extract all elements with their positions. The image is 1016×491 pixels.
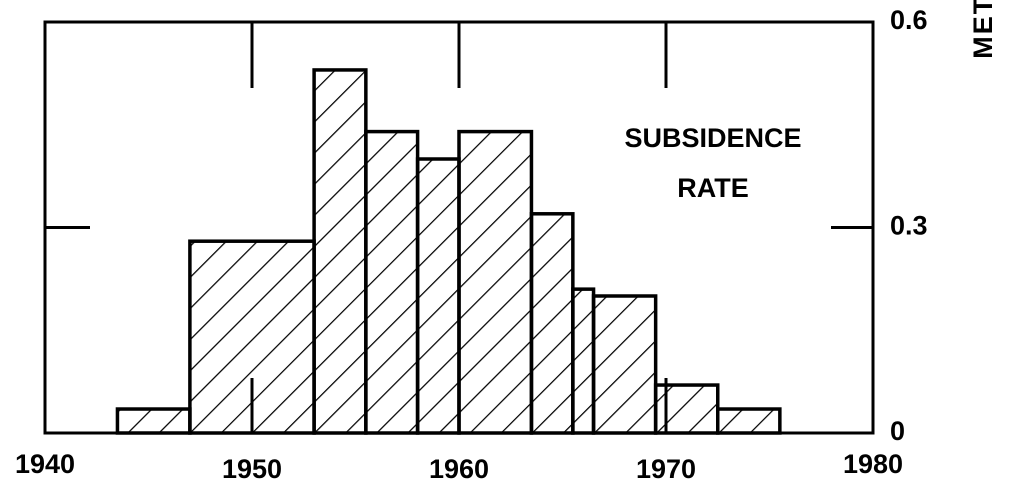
bar xyxy=(716,407,782,435)
y-tick-label: 0.3 xyxy=(890,211,928,241)
bar xyxy=(571,287,596,435)
annotation: SUBSIDENCE xyxy=(624,123,801,153)
x-tick-label: 1960 xyxy=(429,454,489,484)
y-tick-label: 0 xyxy=(890,416,905,446)
x-tick-label: 1970 xyxy=(636,454,696,484)
bar xyxy=(591,294,658,435)
bar xyxy=(312,68,368,435)
bar xyxy=(457,129,534,435)
bar xyxy=(115,407,192,435)
bar xyxy=(415,157,461,435)
y-tick-label: 0.6 xyxy=(890,5,928,35)
x-tick-label: 1940 xyxy=(15,449,75,479)
bar xyxy=(364,129,420,435)
bar xyxy=(529,212,575,435)
annotation: RATE xyxy=(677,173,749,203)
y-axis-label: METRES PER YEAR xyxy=(968,0,998,59)
x-tick-label: 1950 xyxy=(222,454,282,484)
x-tick-label: 1980 xyxy=(843,449,903,479)
